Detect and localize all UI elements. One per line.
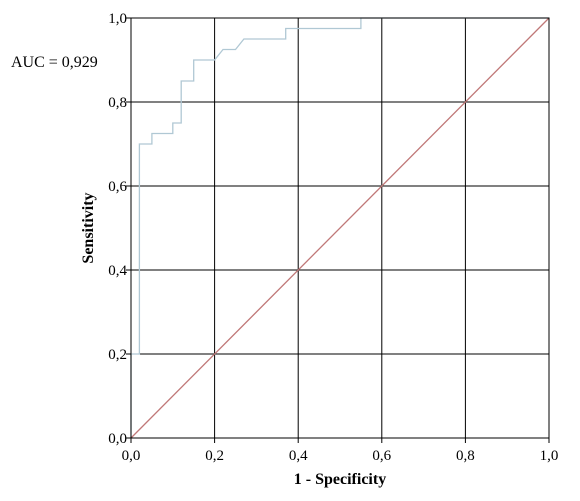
series-layer (130, 17, 550, 439)
x-tick-label: 1,0 (540, 448, 559, 464)
x-tick-label: 0,2 (205, 448, 224, 464)
y-tick-label: 0,6 (108, 179, 127, 195)
x-tick-label: 0,0 (122, 448, 141, 464)
plot-frame (130, 17, 550, 439)
tick-labels: 0,0 0,2 0,4 0,6 0,8 1,0 0,0 0,2 0,4 0,6 0,8 1,0 (108, 11, 558, 464)
y-tick-label: 0,2 (108, 347, 127, 363)
grid-lines (131, 18, 549, 438)
reference-diagonal (130, 17, 550, 439)
y-axis-title: Sensitivity (80, 192, 97, 263)
auc-annotation: AUC = 0,929 (11, 54, 98, 71)
y-tick-label: 1,0 (108, 11, 127, 27)
y-tick-label: 0,0 (108, 431, 127, 447)
x-axis-title: 1 - Specificity (294, 471, 386, 488)
roc-curve (130, 17, 549, 438)
y-tick-label: 0,8 (108, 95, 127, 111)
x-tick-label: 0,4 (289, 448, 308, 464)
x-tick-label: 0,6 (372, 448, 391, 464)
x-tick-label: 0,8 (456, 448, 475, 464)
y-tick-label: 0,4 (108, 263, 127, 279)
